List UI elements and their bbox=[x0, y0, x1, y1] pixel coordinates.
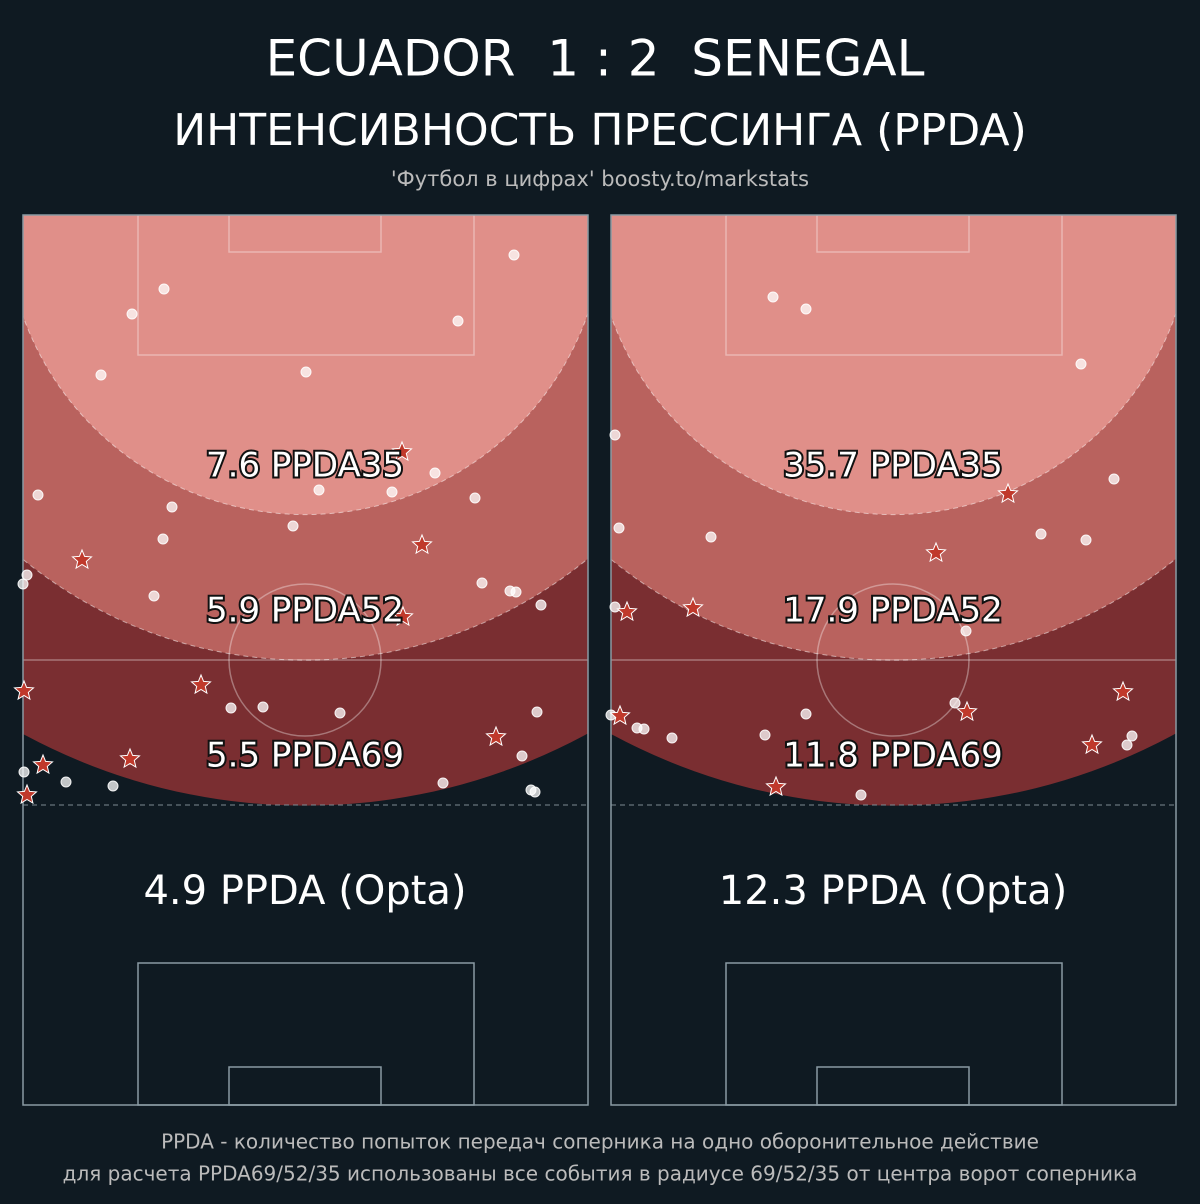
event-star bbox=[119, 747, 141, 769]
event-dot bbox=[529, 786, 541, 798]
event-dot bbox=[666, 732, 678, 744]
event-dot bbox=[126, 308, 138, 320]
event-star bbox=[1112, 680, 1134, 702]
panels: 7.6 PPDA35 5.9 PPDA52 5.5 PPDA69 4.9 PPDA (… bbox=[13, 214, 1177, 1106]
penalty-box bbox=[137, 962, 475, 1106]
event-dot bbox=[437, 777, 449, 789]
event-star bbox=[190, 673, 212, 695]
event-dot bbox=[705, 531, 717, 543]
center-circle bbox=[228, 583, 382, 737]
event-dot bbox=[148, 590, 160, 602]
event-dot bbox=[300, 366, 312, 378]
event-dot bbox=[1108, 473, 1120, 485]
ppda52-label: 5.9 PPDA52 bbox=[206, 591, 404, 631]
ppda69-label: 11.8 PPDA69 bbox=[783, 736, 1003, 776]
title: ECUADOR 1 : 2 SENEGAL bbox=[266, 30, 925, 88]
center-circle bbox=[816, 583, 970, 737]
six-yard-box bbox=[816, 1066, 970, 1106]
event-dot bbox=[609, 429, 621, 441]
event-dot bbox=[158, 283, 170, 295]
event-star bbox=[616, 600, 638, 622]
event-dot bbox=[107, 780, 119, 792]
event-dot bbox=[960, 625, 972, 637]
event-dot bbox=[508, 249, 520, 261]
event-dot bbox=[1121, 739, 1133, 751]
event-dot bbox=[855, 789, 867, 801]
event-dot bbox=[1075, 358, 1087, 370]
penalty-box bbox=[137, 215, 475, 356]
event-star bbox=[609, 704, 631, 726]
event-dot bbox=[613, 522, 625, 534]
event-star bbox=[32, 753, 54, 775]
event-dot bbox=[1080, 534, 1092, 546]
event-dot bbox=[531, 706, 543, 718]
ppda35-label: 35.7 PPDA35 bbox=[783, 446, 1003, 486]
event-dot bbox=[1126, 730, 1138, 742]
event-dot bbox=[800, 708, 812, 720]
event-dot bbox=[759, 729, 771, 741]
event-star bbox=[411, 533, 433, 555]
zones bbox=[611, 215, 1176, 806]
event-star bbox=[956, 700, 978, 722]
ppda69-label: 5.5 PPDA69 bbox=[206, 736, 404, 776]
event-star bbox=[765, 775, 787, 797]
event-dot bbox=[800, 303, 812, 315]
event-dot bbox=[18, 766, 30, 778]
event-dot bbox=[516, 750, 528, 762]
event-dot bbox=[1035, 528, 1047, 540]
penalty-box bbox=[725, 215, 1063, 356]
event-dot bbox=[469, 492, 481, 504]
event-dot bbox=[157, 533, 169, 545]
event-dot bbox=[32, 489, 44, 501]
pitch-panel: 7.6 PPDA35 5.9 PPDA52 5.5 PPDA69 4.9 PPDA (… bbox=[13, 214, 589, 1106]
event-star bbox=[16, 783, 38, 805]
event-dot bbox=[95, 369, 107, 381]
footer-line: для расчета PPDA69/52/35 использованы вс… bbox=[63, 1162, 1138, 1186]
event-dot bbox=[609, 601, 621, 613]
event-dot bbox=[767, 291, 779, 303]
event-dot bbox=[225, 702, 237, 714]
event-dot bbox=[313, 484, 325, 496]
event-dot bbox=[535, 599, 547, 611]
event-star bbox=[485, 725, 507, 747]
event-dot bbox=[257, 701, 269, 713]
event-star bbox=[13, 679, 35, 701]
opta-label: 4.9 PPDA (Opta) bbox=[143, 868, 466, 914]
opta-label: 12.3 PPDA (Opta) bbox=[719, 868, 1067, 914]
event-dot bbox=[334, 707, 346, 719]
event-dot bbox=[510, 586, 522, 598]
ppda35-label: 7.6 PPDA35 bbox=[206, 446, 404, 486]
event-star bbox=[392, 605, 414, 627]
six-yard-box bbox=[816, 215, 970, 253]
pitch-panel: 35.7 PPDA35 17.9 PPDA52 11.8 PPDA69 12.3 PP… bbox=[605, 214, 1177, 1106]
event-star bbox=[1081, 733, 1103, 755]
event-dot bbox=[166, 501, 178, 513]
credit: 'Футбол в цифрах' boosty.to/markstats bbox=[391, 167, 809, 191]
event-dot bbox=[386, 486, 398, 498]
subtitle: ИНТЕНСИВНОСТЬ ПРЕССИНГА (PPDA) bbox=[173, 105, 1026, 156]
ppda52-label: 17.9 PPDA52 bbox=[783, 591, 1003, 631]
event-star bbox=[682, 596, 704, 618]
event-star bbox=[997, 482, 1019, 504]
footer-line: PPDA - количество попыток передач соперн… bbox=[161, 1130, 1039, 1154]
event-dot bbox=[949, 697, 961, 709]
event-star bbox=[925, 541, 947, 563]
event-dot bbox=[429, 467, 441, 479]
six-yard-box bbox=[228, 215, 382, 253]
event-dot bbox=[287, 520, 299, 532]
zones bbox=[23, 215, 588, 806]
event-dot bbox=[21, 569, 33, 581]
event-dot bbox=[476, 577, 488, 589]
event-dot bbox=[638, 723, 650, 735]
penalty-box bbox=[725, 962, 1063, 1106]
event-dot bbox=[60, 776, 72, 788]
six-yard-box bbox=[228, 1066, 382, 1106]
event-star bbox=[391, 440, 413, 462]
event-dot bbox=[452, 315, 464, 327]
event-dot bbox=[17, 578, 29, 590]
zone-35 bbox=[611, 215, 1176, 516]
event-star bbox=[71, 548, 93, 570]
